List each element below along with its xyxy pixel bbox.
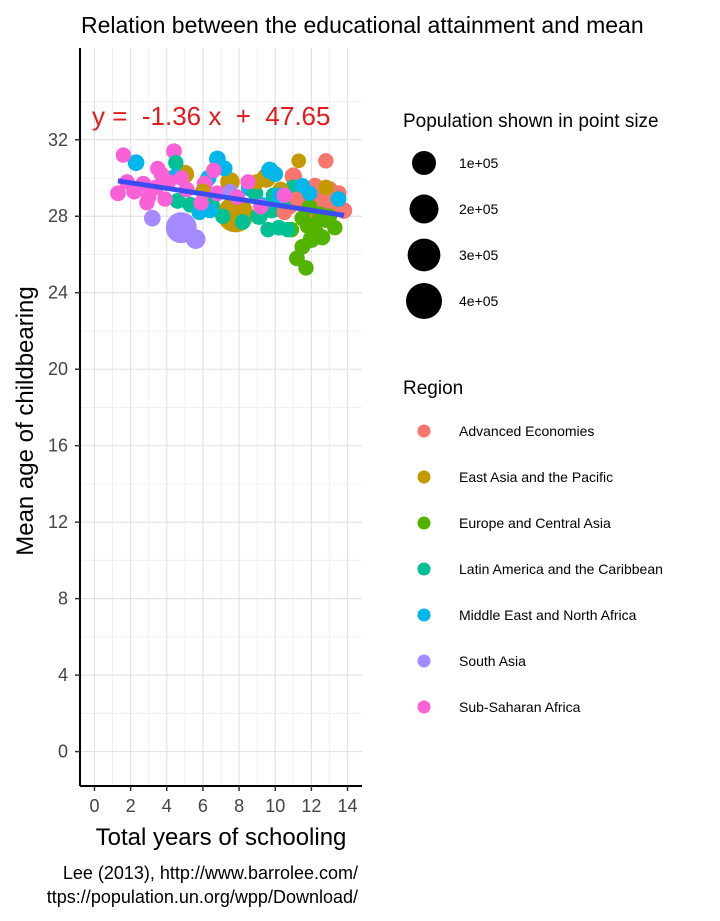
x-tick-label: 14 (338, 796, 358, 816)
x-tick-label: 4 (162, 796, 172, 816)
data-point (247, 185, 264, 202)
size-legend-circle (412, 151, 436, 175)
data-point (294, 210, 311, 227)
data-point (157, 191, 173, 207)
color-legend-label: Advanced Economies (459, 423, 594, 439)
caption-line-2: ttps://population.un.org/wpp/Download/ (47, 887, 358, 907)
data-point (240, 174, 256, 190)
color-legend-title: Region (403, 378, 463, 399)
data-point (206, 162, 222, 179)
regression-line-group (117, 178, 345, 218)
y-tick-label: 0 (58, 742, 68, 762)
y-tick-label: 28 (48, 206, 68, 226)
color-legend-label: Sub-Saharan Africa (459, 699, 581, 715)
data-point (115, 147, 132, 163)
data-point (291, 153, 307, 169)
data-point (314, 229, 331, 246)
data-point (234, 214, 251, 230)
data-point (307, 216, 323, 232)
data-point (168, 155, 184, 171)
data-point (139, 195, 155, 211)
x-axis-title: Total years of schooling (96, 824, 347, 851)
chart-title: Relation between the educational attainm… (81, 12, 644, 38)
color-legend-label: South Asia (459, 653, 526, 669)
size-legend-title: Population shown in point size (403, 111, 659, 132)
color-legend-label: East Asia and the Pacific (459, 469, 613, 485)
color-legend-swatch (417, 516, 431, 530)
data-point (169, 193, 186, 209)
data-point (289, 191, 305, 207)
color-legend-swatch (417, 424, 431, 438)
color-legend-swatch (417, 654, 431, 668)
size-legend: 1e+05 2e+05 3e+05 4e+05 (406, 151, 499, 319)
caption-line-1: Lee (2013), http://www.barrolee.com/ (63, 863, 358, 883)
color-legend-swatch (417, 562, 431, 576)
data-point (173, 170, 189, 186)
regression-line (117, 178, 345, 218)
y-tick-label: 32 (48, 130, 68, 150)
x-tick-label: 8 (234, 796, 244, 816)
data-point (127, 154, 145, 172)
y-tick-label: 24 (48, 283, 68, 303)
data-point (185, 229, 206, 249)
size-legend-label: 4e+05 (459, 293, 499, 309)
data-point (327, 220, 343, 236)
size-legend-circle (407, 238, 441, 272)
y-tick-label: 16 (48, 436, 68, 456)
color-legend-swatch (417, 700, 431, 714)
size-legend-label: 1e+05 (459, 155, 499, 171)
data-point (143, 209, 161, 227)
x-tick-label: 2 (126, 796, 136, 816)
x-tick-label: 6 (198, 796, 208, 816)
color-legend-swatch (417, 608, 431, 622)
x-tick-label: 0 (89, 796, 99, 816)
size-legend-label: 3e+05 (459, 247, 499, 263)
color-legend-label: Latin America and the Caribbean (459, 561, 663, 577)
data-points (110, 143, 353, 276)
size-legend-circle (406, 283, 442, 319)
data-point (301, 185, 318, 202)
color-legend-label: Middle East and North Africa (459, 607, 637, 623)
data-point (153, 166, 170, 182)
y-tick-label: 4 (58, 665, 68, 685)
data-point (260, 221, 276, 238)
x-tick-label: 12 (301, 796, 321, 816)
size-legend-circle (409, 194, 439, 224)
data-point (267, 166, 284, 183)
data-point (330, 191, 347, 207)
x-tick-label: 10 (265, 796, 285, 816)
data-point (298, 260, 314, 276)
color-legend-swatch (417, 470, 431, 484)
y-tick-label: 20 (48, 359, 68, 379)
color-legend-label: Europe and Central Asia (459, 515, 611, 531)
data-point (317, 179, 334, 196)
color-legend: Advanced Economies East Asia and the Paci… (417, 423, 663, 715)
y-tick-label: 8 (58, 589, 68, 609)
data-point (215, 208, 231, 224)
data-point (110, 185, 126, 202)
regression-annotation: y = -1.36 x + 47.65 (92, 101, 330, 131)
y-axis-title: Mean age of childbearing (12, 286, 39, 556)
y-tick-label: 12 (48, 512, 68, 532)
data-point (193, 195, 209, 211)
data-point (318, 153, 334, 169)
data-point (276, 187, 292, 203)
data-point (280, 221, 296, 238)
size-legend-label: 2e+05 (459, 201, 499, 217)
data-point (166, 143, 182, 160)
